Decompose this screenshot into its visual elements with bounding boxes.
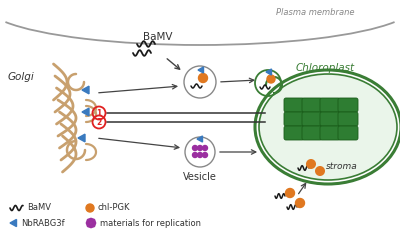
FancyBboxPatch shape (320, 126, 340, 140)
Circle shape (91, 223, 95, 227)
Ellipse shape (259, 74, 397, 180)
Circle shape (92, 221, 96, 225)
Circle shape (192, 152, 198, 158)
Circle shape (286, 188, 294, 197)
Circle shape (89, 224, 93, 228)
Circle shape (198, 73, 208, 82)
FancyBboxPatch shape (284, 98, 304, 112)
Text: materials for replication: materials for replication (100, 219, 201, 228)
Circle shape (91, 219, 95, 223)
Circle shape (202, 146, 208, 150)
Circle shape (267, 75, 275, 83)
Circle shape (316, 167, 324, 175)
Text: stroma: stroma (326, 162, 358, 171)
Circle shape (198, 152, 202, 158)
Circle shape (86, 204, 94, 212)
Text: NbRABG3f: NbRABG3f (21, 219, 65, 228)
Circle shape (198, 146, 202, 150)
Circle shape (87, 219, 91, 223)
FancyBboxPatch shape (302, 112, 322, 126)
Circle shape (87, 223, 91, 227)
Text: Golgi: Golgi (8, 72, 35, 82)
Polygon shape (78, 134, 85, 142)
Text: BaMV: BaMV (27, 204, 51, 213)
Text: Vesicle: Vesicle (183, 172, 217, 182)
Text: 2: 2 (96, 118, 102, 127)
Circle shape (202, 152, 208, 158)
Polygon shape (82, 108, 89, 116)
Polygon shape (10, 219, 16, 227)
Polygon shape (82, 86, 89, 94)
Circle shape (296, 199, 304, 208)
Circle shape (86, 221, 90, 225)
FancyBboxPatch shape (284, 112, 304, 126)
FancyBboxPatch shape (338, 112, 358, 126)
Circle shape (192, 146, 198, 150)
FancyBboxPatch shape (302, 98, 322, 112)
FancyBboxPatch shape (320, 98, 340, 112)
FancyBboxPatch shape (302, 126, 322, 140)
Polygon shape (266, 69, 272, 75)
Text: BaMV: BaMV (143, 32, 173, 42)
FancyBboxPatch shape (320, 112, 340, 126)
Text: 1: 1 (96, 109, 102, 118)
FancyBboxPatch shape (284, 126, 304, 140)
Circle shape (89, 219, 93, 222)
Text: Plasma membrane: Plasma membrane (276, 8, 355, 17)
Circle shape (307, 160, 315, 168)
Text: Chloroplast: Chloroplast (296, 63, 355, 73)
Polygon shape (198, 67, 204, 73)
FancyBboxPatch shape (338, 126, 358, 140)
Polygon shape (197, 136, 202, 142)
Text: chl-PGK: chl-PGK (97, 204, 130, 213)
FancyBboxPatch shape (338, 98, 358, 112)
